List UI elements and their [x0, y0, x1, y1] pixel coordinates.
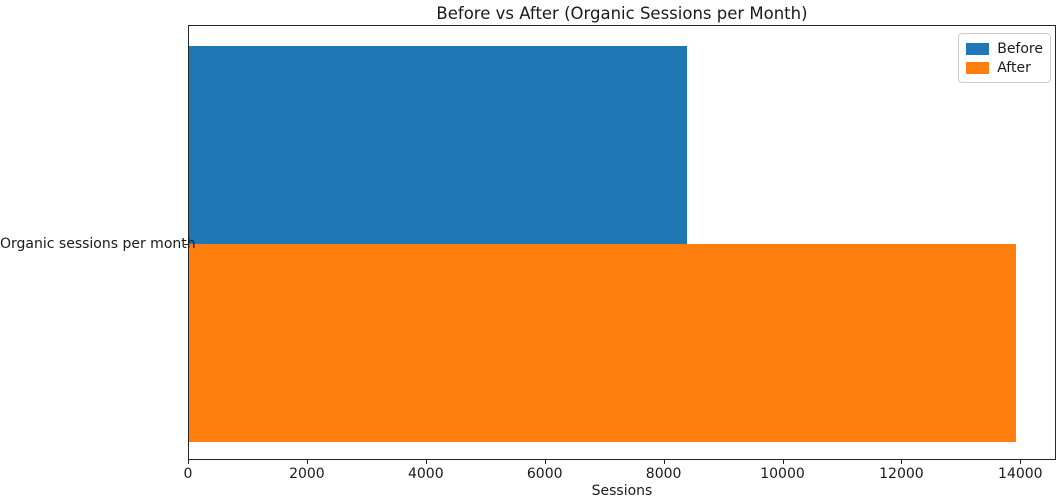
x-tick-label: 4000 [407, 466, 444, 482]
x-tick-label: 10000 [760, 466, 805, 482]
x-tick-label: 12000 [879, 466, 924, 482]
x-axis: 0 2000 4000 6000 8000 10000 12000 14000 [184, 460, 1056, 500]
x-tick-label: 2000 [289, 466, 325, 482]
y-tick-label: Organic sessions per month [0, 236, 196, 252]
legend-item-before: Before [966, 39, 1043, 58]
x-tick-mark [663, 460, 665, 464]
chart-title: Before vs After (Organic Sessions per Mo… [436, 4, 808, 23]
x-tick-label: 8000 [645, 466, 682, 482]
x-tick-mark [188, 460, 189, 464]
legend: Before After [958, 33, 1051, 83]
x-tick-label: 0 [183, 466, 193, 482]
legend-swatch-before [966, 42, 990, 55]
legend-label-before: Before [997, 40, 1043, 57]
x-tick-mark [1020, 460, 1022, 464]
x-tick-label: 14000 [998, 466, 1043, 482]
bar-before [189, 46, 688, 244]
bar-after [189, 243, 1017, 442]
x-tick-mark [425, 460, 427, 464]
legend-swatch-after [966, 61, 990, 74]
legend-label-after: After [997, 59, 1031, 76]
x-axis-label: Sessions [591, 483, 653, 499]
x-tick-label: 6000 [526, 466, 563, 482]
x-tick-mark [782, 460, 784, 464]
plot-area: Before After [188, 25, 1056, 460]
x-tick-mark [544, 460, 546, 464]
x-tick-mark [901, 460, 903, 464]
y-tick-mark [184, 244, 188, 245]
x-tick-mark [306, 460, 308, 464]
legend-item-after: After [966, 58, 1043, 77]
